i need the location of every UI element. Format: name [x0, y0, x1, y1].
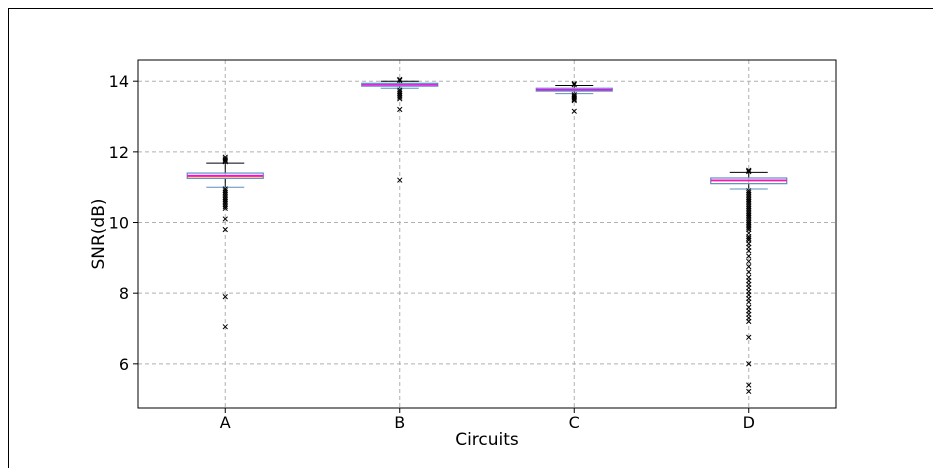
x-tick-label: C: [569, 413, 580, 432]
outlier-point: [222, 159, 228, 165]
outlier-point: [222, 157, 228, 163]
x-tick-label: B: [394, 413, 405, 432]
outlier-stroke: [222, 226, 228, 233]
outlier-point: [746, 318, 752, 325]
outlier-point: [397, 76, 403, 83]
outlier-stroke: [397, 106, 403, 113]
outlier-stroke: [746, 299, 752, 305]
y-tick-label: 12: [109, 143, 129, 162]
outlier-stroke: [746, 248, 752, 254]
outlier-stroke: [571, 97, 577, 104]
outlier-stroke: [746, 388, 752, 395]
outlier-stroke: [746, 269, 752, 275]
outlier-point: [746, 253, 752, 259]
y-tick-label: 10: [109, 214, 129, 233]
grid-lines: [138, 60, 836, 408]
outlier-stroke: [571, 81, 577, 87]
outlier-stroke: [746, 318, 752, 325]
outlier-point: [222, 324, 228, 330]
outlier-stroke: [397, 94, 403, 100]
outlier-point: [397, 77, 403, 84]
outlier-point: [397, 94, 403, 100]
outlier-point: [571, 81, 577, 87]
outlier-stroke: [746, 361, 752, 367]
outlier-stroke: [222, 157, 228, 163]
box-B: [361, 76, 439, 183]
outlier-stroke: [746, 382, 752, 388]
outlier-point: [746, 269, 752, 275]
outlier-point: [571, 97, 577, 104]
outlier-point: [222, 216, 228, 222]
outlier-stroke: [746, 225, 752, 231]
plot-area: [137, 59, 837, 409]
y-axis-ticks: 6 8 10 12 14: [109, 72, 138, 374]
outlier-stroke: [746, 264, 752, 270]
outlier-point: [571, 108, 577, 114]
outlier-point: [571, 96, 577, 103]
outlier-point: [746, 388, 752, 395]
outlier-stroke: [222, 203, 228, 210]
y-tick-label: 6: [119, 355, 129, 374]
outlier-point: [746, 248, 752, 254]
outlier-point: [746, 168, 752, 175]
box-D: [710, 167, 788, 395]
y-tick-label: 8: [119, 284, 129, 303]
x-tick-label: D: [743, 413, 755, 432]
x-axis-ticks: A B C D: [220, 408, 755, 432]
outlier-point: [571, 82, 577, 88]
x-tick-label: A: [220, 413, 231, 432]
box-C: [535, 81, 613, 114]
box-A: [186, 154, 264, 330]
outlier-point: [222, 294, 228, 300]
outlier-point: [397, 96, 403, 102]
y-tick-label: 14: [109, 72, 129, 91]
outlier-point: [746, 225, 752, 231]
outlier-stroke: [571, 108, 577, 114]
outlier-stroke: [397, 76, 403, 83]
outlier-stroke: [222, 205, 228, 212]
outlier-point: [746, 299, 752, 305]
outlier-point: [222, 226, 228, 233]
outlier-point: [746, 264, 752, 270]
outlier-stroke: [746, 253, 752, 259]
outlier-stroke: [397, 77, 403, 84]
outlier-stroke: [222, 294, 228, 300]
outlier-point: [222, 205, 228, 212]
outlier-point: [746, 258, 752, 265]
outlier-stroke: [222, 216, 228, 222]
box-series: [186, 76, 788, 395]
outlier-stroke: [746, 334, 752, 340]
outlier-point: [746, 361, 752, 367]
outlier-point: [746, 334, 752, 340]
outlier-point: [397, 106, 403, 113]
outlier-stroke: [222, 159, 228, 165]
outlier-stroke: [571, 96, 577, 103]
outlier-stroke: [397, 177, 403, 183]
outlier-point: [746, 235, 752, 242]
outlier-stroke: [222, 324, 228, 330]
outlier-stroke: [397, 96, 403, 102]
outlier-point: [746, 382, 752, 388]
outlier-point: [222, 203, 228, 210]
outlier-stroke: [746, 235, 752, 242]
figure-frame: [8, 8, 933, 468]
outlier-stroke: [746, 168, 752, 175]
outlier-point: [397, 177, 403, 183]
outlier-stroke: [746, 258, 752, 265]
y-axis-label: SNR(dB): [89, 198, 109, 269]
outlier-stroke: [571, 82, 577, 88]
x-axis-label: Circuits: [455, 430, 519, 450]
